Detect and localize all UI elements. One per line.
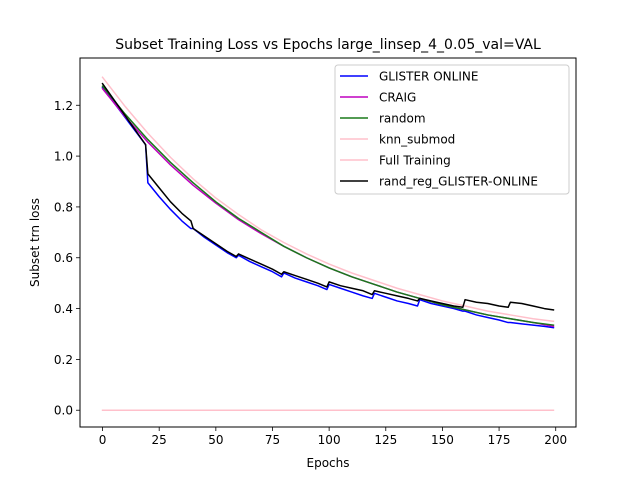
legend-label: Full Training <box>379 154 451 168</box>
x-tick-label: 50 <box>208 433 223 447</box>
y-tick-label: 0.0 <box>54 404 73 418</box>
y-tick-label: 1.0 <box>54 150 73 164</box>
y-tick-label: 0.2 <box>54 353 73 367</box>
legend-label: GLISTER ONLINE <box>379 70 478 84</box>
axes-frame <box>79 57 577 428</box>
legend-label: CRAIG <box>379 91 416 105</box>
legend-box <box>334 64 570 195</box>
x-tick-label: 0 <box>99 433 107 447</box>
legend-label: random <box>379 112 426 126</box>
y-tick-label: 0.8 <box>54 200 73 214</box>
y-tick-label: 0.6 <box>54 251 73 265</box>
x-axis-label: Epochs <box>307 456 350 470</box>
y-tick-label: 1.2 <box>54 99 73 113</box>
x-tick-label: 125 <box>374 433 397 447</box>
axes-spines <box>79 57 577 428</box>
x-tick-label: 100 <box>318 433 341 447</box>
chart-title: Subset Training Loss vs Epochs large_lin… <box>115 37 541 53</box>
x-tick-label: 200 <box>544 433 567 447</box>
legend-items: GLISTER ONLINE CRAIG random knn_submod Full … <box>340 70 538 189</box>
x-axis-ticks: 0 25 50 75 100 125 150 175 200 <box>99 427 567 447</box>
legend-label: rand_reg_GLISTER-ONLINE <box>379 175 538 189</box>
series-line-6 <box>101 82 555 311</box>
x-tick-label: 175 <box>488 433 511 447</box>
y-tick-label: 0.4 <box>54 302 73 316</box>
x-tick-label: 25 <box>152 433 167 447</box>
series-line-3 <box>101 85 555 326</box>
legend: GLISTER ONLINE CRAIG random knn_submod Full … <box>334 64 570 195</box>
legend-label: knn_submod <box>379 133 455 147</box>
series-line-5 <box>101 76 555 323</box>
series-layer <box>101 76 555 411</box>
x-tick-label: 75 <box>265 433 280 447</box>
y-axis-ticks: 0.0 0.2 0.4 0.6 0.8 1.0 1.2 <box>54 99 80 418</box>
x-tick-label: 150 <box>431 433 454 447</box>
y-axis-label: Subset trn loss <box>28 198 42 287</box>
